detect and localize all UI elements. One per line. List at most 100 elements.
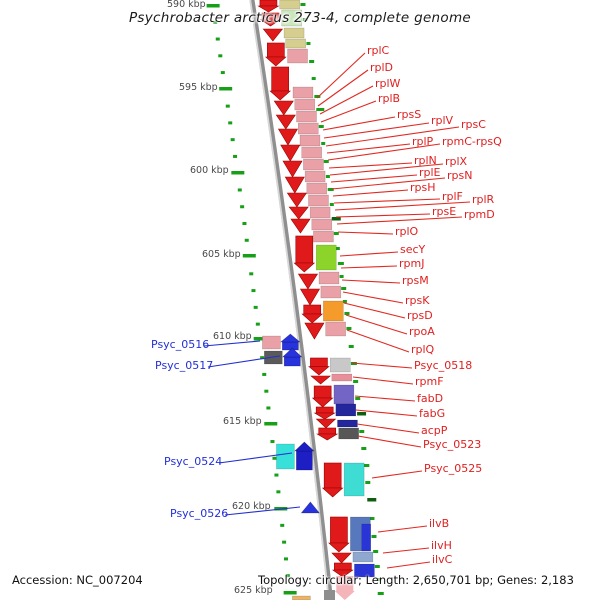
feature-tick bbox=[314, 95, 321, 98]
label-leader-line bbox=[335, 213, 431, 218]
label-leader-line bbox=[354, 395, 416, 402]
genome-stats-text: Topology: circular; Length: 2,650,701 bp… bbox=[258, 573, 574, 587]
gene-category-box bbox=[301, 146, 322, 159]
label-leader-line bbox=[355, 409, 418, 417]
ruler-minor-tick bbox=[262, 372, 267, 376]
ruler-minor-tick bbox=[276, 490, 281, 494]
feature-tick bbox=[373, 550, 379, 553]
gene-category-box bbox=[313, 230, 334, 243]
label-leader-line bbox=[332, 189, 409, 197]
ruler-major-tick bbox=[206, 4, 220, 8]
ruler-minor-tick bbox=[218, 54, 223, 58]
feature-tick bbox=[363, 464, 370, 467]
label-leader-line bbox=[319, 85, 374, 115]
ruler-minor-tick bbox=[233, 154, 238, 158]
gene-category-box bbox=[304, 170, 326, 183]
gene-arrow-tip bbox=[316, 433, 339, 441]
feature-tick bbox=[311, 77, 316, 80]
gene-arrow-tip bbox=[331, 569, 354, 578]
gene-arrow bbox=[318, 427, 337, 435]
gene-arrow-tip bbox=[293, 262, 316, 273]
gene-arrow-tip bbox=[321, 487, 344, 498]
feature-tick bbox=[309, 60, 315, 63]
ruler-major-tick bbox=[242, 254, 256, 258]
feature-tick bbox=[361, 447, 367, 450]
ruler-minor-tick bbox=[230, 138, 235, 142]
gene-arrow-tip bbox=[259, 19, 282, 27]
feature-tick bbox=[316, 108, 325, 111]
label-leader-line bbox=[325, 126, 460, 147]
label-leader-line bbox=[377, 525, 428, 533]
feature-tick bbox=[325, 175, 330, 178]
feature-tick bbox=[344, 312, 350, 315]
label-leader-line bbox=[337, 231, 394, 235]
ruler-minor-tick bbox=[240, 205, 245, 209]
gene-category-box bbox=[292, 86, 314, 99]
feature-tick bbox=[333, 232, 339, 235]
ruler-minor-tick bbox=[264, 389, 269, 393]
figure-title: Psychrobacter arcticus 273-4, complete g… bbox=[128, 10, 472, 26]
gene-category-box bbox=[311, 218, 333, 231]
gene-category-box bbox=[325, 321, 346, 337]
ruler-minor-tick bbox=[274, 473, 279, 477]
ruler-minor-tick bbox=[213, 20, 218, 24]
gene-category-box bbox=[303, 158, 324, 171]
feature-tick bbox=[348, 345, 354, 348]
feature-tick bbox=[353, 380, 359, 383]
label-leader-line bbox=[340, 265, 398, 269]
ruler-major-tick bbox=[219, 87, 233, 91]
gene-category-box bbox=[352, 551, 374, 563]
label-leader-line bbox=[320, 100, 377, 123]
gene-arrow bbox=[275, 114, 296, 130]
gene-arrow bbox=[286, 192, 307, 208]
gene-category-box bbox=[298, 122, 319, 135]
track-fragment bbox=[324, 590, 335, 600]
gene-arrow bbox=[296, 450, 313, 471]
feature-tick bbox=[357, 412, 367, 416]
gene-category-box bbox=[331, 373, 353, 382]
ruler-major-tick bbox=[264, 422, 278, 426]
gene-arrow bbox=[297, 273, 319, 290]
ruler-minor-tick bbox=[272, 456, 277, 460]
gene-arrow bbox=[331, 552, 352, 564]
gene-arrow bbox=[300, 501, 320, 514]
gene-arrow-tip bbox=[313, 412, 336, 420]
ruler-minor-tick bbox=[242, 222, 247, 226]
gene-arrow bbox=[284, 176, 305, 194]
gene-category-box bbox=[329, 357, 351, 373]
gene-category-box bbox=[320, 285, 342, 299]
label-leader-line bbox=[323, 122, 430, 139]
feature-tick bbox=[341, 287, 347, 290]
gene-category-box bbox=[318, 271, 340, 285]
ruler-major-tick bbox=[283, 591, 297, 595]
ruler-minor-tick bbox=[249, 272, 254, 276]
feature-tick bbox=[318, 125, 324, 128]
gene-category-box bbox=[294, 98, 316, 111]
label-leader-line bbox=[330, 174, 418, 183]
feature-tick bbox=[342, 300, 347, 303]
gene-arrow bbox=[310, 357, 328, 367]
feature-tick bbox=[302, 18, 308, 21]
label-leader-line bbox=[382, 547, 430, 554]
gene-arrow-tip bbox=[308, 366, 330, 376]
feature-tick bbox=[329, 203, 334, 206]
gene-arrow bbox=[315, 406, 334, 414]
ruler-minor-tick bbox=[220, 71, 225, 75]
gene-arrow bbox=[283, 356, 301, 367]
gene-category-box bbox=[309, 206, 331, 219]
feature-tick bbox=[306, 42, 311, 45]
gene-arrow-tip bbox=[328, 542, 350, 553]
gene-category-box bbox=[316, 244, 337, 271]
feature-tick bbox=[331, 217, 341, 221]
label-leader-line bbox=[352, 376, 414, 385]
gene-arrow bbox=[277, 128, 299, 146]
gene-arrow-tip bbox=[294, 441, 315, 452]
feature-tick bbox=[327, 188, 334, 191]
label-leader-line bbox=[357, 435, 422, 448]
gene-category-box bbox=[287, 48, 308, 64]
label-leader-line bbox=[203, 340, 261, 347]
genome-backbone bbox=[249, 0, 334, 600]
gene-category-box bbox=[292, 595, 311, 600]
